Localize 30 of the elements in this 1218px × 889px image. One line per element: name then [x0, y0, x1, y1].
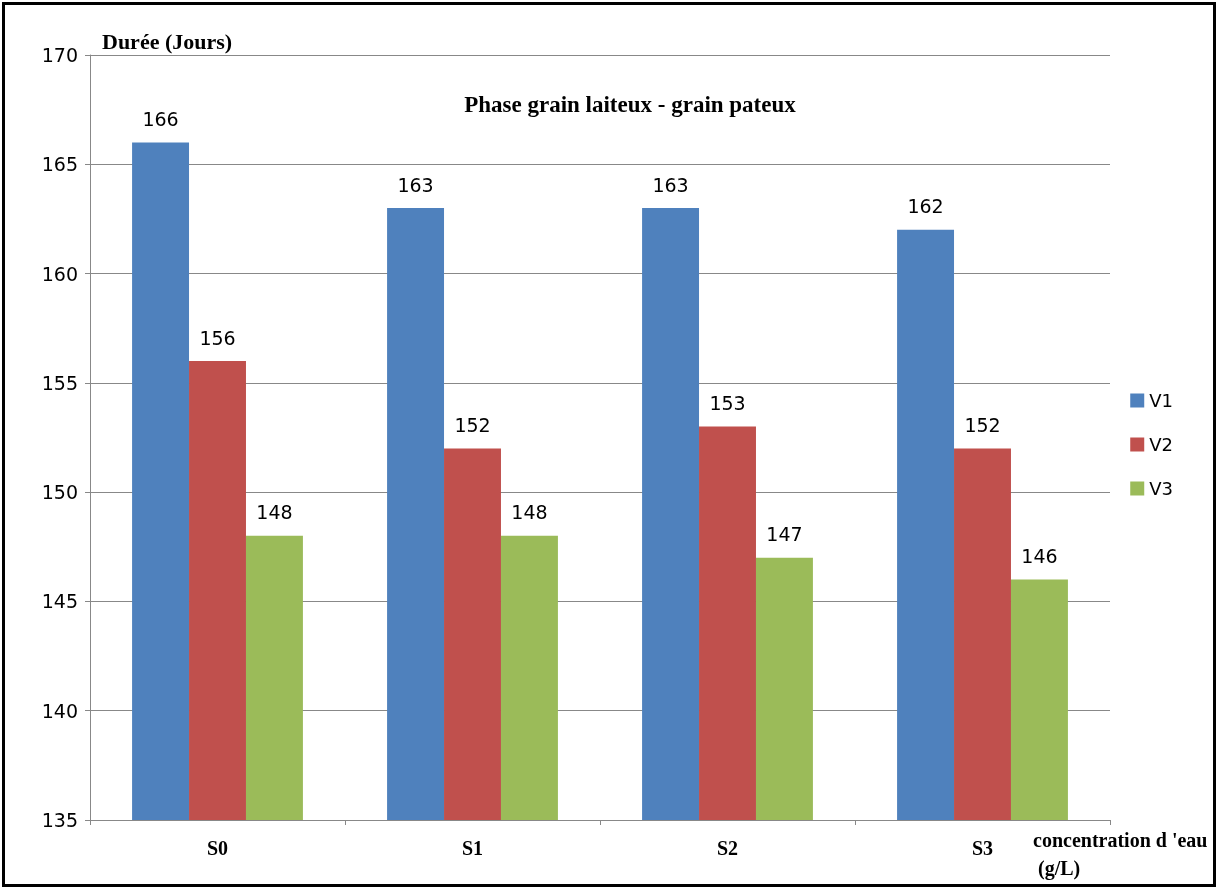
y-tick-label: 140: [41, 699, 78, 722]
text: Phase grain laiteux - grain pateux: [464, 92, 797, 117]
y-tick-label: 160: [41, 262, 78, 285]
x-tick-label: S0: [206, 837, 229, 859]
data-label: 152: [964, 413, 1001, 436]
legend-label: V2: [1149, 434, 1173, 455]
data-label: 156: [199, 326, 236, 349]
data-label: 162: [907, 195, 944, 218]
data-label: 163: [652, 173, 689, 196]
legend-label: V3: [1149, 478, 1173, 499]
y-tick-label: 145: [41, 590, 78, 613]
data-label: 152: [454, 413, 491, 436]
y-tick-label: 170: [41, 44, 78, 66]
data-label: 163: [397, 173, 434, 196]
y-axis-title: Durée (Jours): [102, 28, 233, 54]
y-tick-label: 135: [41, 809, 78, 831]
y-tick-label: 165: [41, 153, 78, 176]
data-label: 148: [511, 501, 548, 524]
y-tick-label: 150: [41, 481, 78, 504]
x-tick-label: S2: [716, 837, 739, 859]
legend-label: V1: [1149, 390, 1173, 411]
x-tick-label: S1: [461, 837, 484, 859]
x-tick-label: S3: [971, 837, 994, 859]
data-label: 148: [256, 501, 293, 524]
y-tick-label: 155: [41, 371, 78, 394]
data-label: 166: [142, 107, 179, 130]
x-axis-title: concentration d 'eau (g/L): [1033, 829, 1208, 880]
data-label: 147: [766, 523, 803, 546]
data-label: 153: [709, 392, 746, 415]
data-label: 146: [1021, 545, 1058, 568]
